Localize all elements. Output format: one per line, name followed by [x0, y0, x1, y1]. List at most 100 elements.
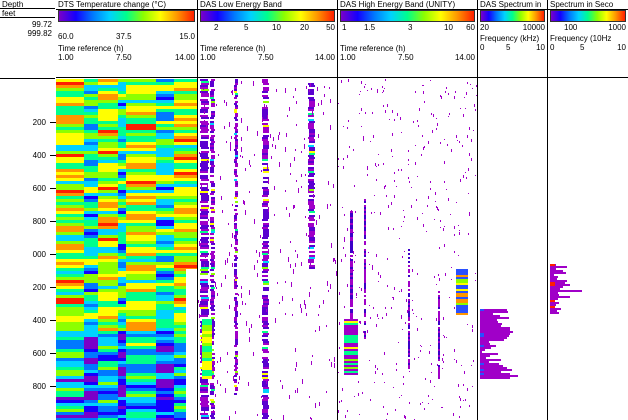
das-low-scale: 2 5 10 20 50 — [200, 23, 335, 32]
das-high-colorbar — [340, 10, 475, 22]
spectrum-seconds-plot[interactable] — [548, 79, 628, 420]
das-low-track-header: DAS Low Energy Band 2 5 10 20 50 Time re… — [198, 0, 337, 78]
dts-colorbar — [58, 10, 195, 22]
das-spectrum-scale: 20 10000 — [480, 23, 545, 32]
depth-unit-label: feet — [0, 9, 55, 18]
dts-track-title: DTS Temperature change (°C) — [58, 0, 166, 9]
das-high-scale: 1 1.5 3 10 60 — [340, 23, 475, 32]
das-spectrum-freq-0: 0 — [480, 43, 485, 52]
das-spectrum-image — [480, 309, 518, 379]
spectrum-seconds-freq-0: 0 — [550, 43, 555, 52]
das-high-scale-3: 10 — [444, 23, 453, 32]
das-spectrum-colorbar — [480, 10, 545, 22]
depth-tick-label: 400 — [32, 316, 46, 325]
depth-track: Depth feet 99.72 999.82 200 400 600 800 000 2… — [0, 0, 57, 420]
das-spectrum-freq-10: 10 — [536, 43, 545, 52]
das-high-time-scale: 1.00 7.50 14.00 — [340, 53, 475, 62]
dts-track[interactable]: DTS Temperature change (°C) 60.0 37.5 15… — [56, 0, 198, 420]
das-spectrum-freq-label: Frequency (kHz) — [480, 34, 540, 43]
das-low-scale-4: 50 — [326, 23, 335, 32]
das-low-scale-2: 10 — [272, 23, 281, 32]
das-high-time-max: 14.00 — [454, 53, 475, 62]
das-low-colorbar — [200, 10, 335, 22]
depth-tick-label: 600 — [32, 349, 46, 358]
spectrum-seconds-scale: 100 1000 — [550, 23, 626, 32]
spectrum-seconds-scale-max: 1000 — [608, 23, 626, 32]
depth-tick-mark — [50, 188, 56, 189]
dts-scale-mid: 37.5 — [116, 32, 132, 41]
das-spectrum-track[interactable]: DAS Spectrum in 20 10000 Frequency (kHz)… — [478, 0, 548, 420]
depth-tick-label: 600 — [32, 184, 46, 193]
dts-track-header: DTS Temperature change (°C) 60.0 37.5 15… — [56, 0, 197, 78]
das-low-time-scale: 1.00 7.50 14.00 — [200, 53, 335, 62]
das-low-scale-0: 2 — [214, 23, 219, 32]
spectrum-seconds-image — [550, 264, 582, 314]
das-spectrum-scale-min: 20 — [480, 23, 489, 32]
das-high-scale-0: 1 — [342, 23, 347, 32]
depth-tick-mark — [50, 287, 56, 288]
depth-tick-mark — [50, 155, 56, 156]
das-high-image — [338, 79, 477, 420]
depth-tick-label: 000 — [32, 250, 46, 259]
das-low-time-label: Time reference (h) — [200, 44, 266, 53]
spectrum-seconds-freq-label: Frequency (10Hz — [550, 34, 612, 43]
das-high-time-mid: 7.50 — [398, 53, 414, 62]
das-low-time-max: 14.00 — [314, 53, 335, 62]
depth-tick-label: 800 — [32, 217, 46, 226]
das-low-track[interactable]: DAS Low Energy Band 2 5 10 20 50 Time re… — [198, 0, 338, 420]
das-high-time-min: 1.00 — [340, 53, 356, 62]
dts-heatmap-image — [56, 79, 197, 420]
das-spectrum-plot[interactable] — [478, 79, 547, 420]
das-low-time-mid: 7.50 — [258, 53, 274, 62]
das-spectrum-track-header: DAS Spectrum in 20 10000 Frequency (kHz)… — [478, 0, 547, 78]
das-spectrum-freq-5: 5 — [506, 43, 511, 52]
das-spectrum-track-title: DAS Spectrum in — [480, 0, 542, 9]
depth-tick-label: 400 — [32, 151, 46, 160]
depth-tick-mark — [50, 221, 56, 222]
dts-time-scale: 1.00 7.50 14.00 — [58, 53, 195, 62]
das-low-scale-1: 5 — [244, 23, 249, 32]
depth-tick-mark — [50, 353, 56, 354]
das-low-scale-3: 20 — [300, 23, 309, 32]
das-high-track[interactable]: DAS High Energy Band (UNITY) 1 1.5 3 10 … — [338, 0, 478, 420]
spectrum-seconds-colorbar — [550, 10, 626, 22]
depth-tick-mark — [50, 122, 56, 123]
das-high-track-title: DAS High Energy Band (UNITY) — [340, 0, 456, 9]
das-high-track-header: DAS High Energy Band (UNITY) 1 1.5 3 10 … — [338, 0, 477, 78]
das-high-scale-4: 60 — [466, 23, 475, 32]
depth-tick-mark — [50, 386, 56, 387]
depth-tick-label: 800 — [32, 382, 46, 391]
dts-scale: 60.0 37.5 15.0 — [58, 32, 195, 41]
depth-tick-label: 200 — [32, 118, 46, 127]
das-low-image — [198, 79, 337, 420]
das-high-time-label: Time reference (h) — [340, 44, 406, 53]
depth-top-value: 99.72 — [31, 20, 52, 29]
spectrum-seconds-freq-10: 10 — [617, 43, 626, 52]
spectrum-seconds-track[interactable]: Spectrum in Seco 100 1000 Frequency (10H… — [548, 0, 628, 420]
depth-bottom-value: 999.82 — [27, 29, 52, 38]
depth-tick-mark — [50, 254, 56, 255]
dts-time-mid: 7.50 — [116, 53, 132, 62]
dts-scale-min: 60.0 — [58, 32, 74, 41]
depth-header-label: Depth — [0, 0, 55, 9]
spectrum-seconds-track-title: Spectrum in Seco — [550, 0, 614, 9]
spectrum-seconds-track-header: Spectrum in Seco 100 1000 Frequency (10H… — [548, 0, 628, 78]
das-low-waterfall[interactable] — [198, 79, 337, 420]
das-high-scale-2: 3 — [408, 23, 413, 32]
das-spectrum-scale-max: 10000 — [522, 23, 545, 32]
dts-time-label: Time reference (h) — [58, 44, 124, 53]
das-spectrum-freq-scale: 0 5 10 — [480, 43, 545, 52]
spectrum-seconds-freq-scale: 0 5 10 — [550, 43, 626, 52]
dts-time-min: 1.00 — [58, 53, 74, 62]
das-high-waterfall[interactable] — [338, 79, 477, 420]
spectrum-seconds-freq-5: 5 — [580, 43, 585, 52]
depth-tick-mark — [50, 320, 56, 321]
das-high-scale-1: 1.5 — [364, 23, 376, 32]
dts-time-max: 14.00 — [174, 53, 195, 62]
spectrum-seconds-scale-min: 100 — [564, 23, 578, 32]
das-low-track-title: DAS Low Energy Band — [200, 0, 282, 9]
das-low-time-min: 1.00 — [200, 53, 216, 62]
dts-heatmap[interactable] — [56, 79, 197, 420]
dts-scale-max: 15.0 — [179, 32, 195, 41]
